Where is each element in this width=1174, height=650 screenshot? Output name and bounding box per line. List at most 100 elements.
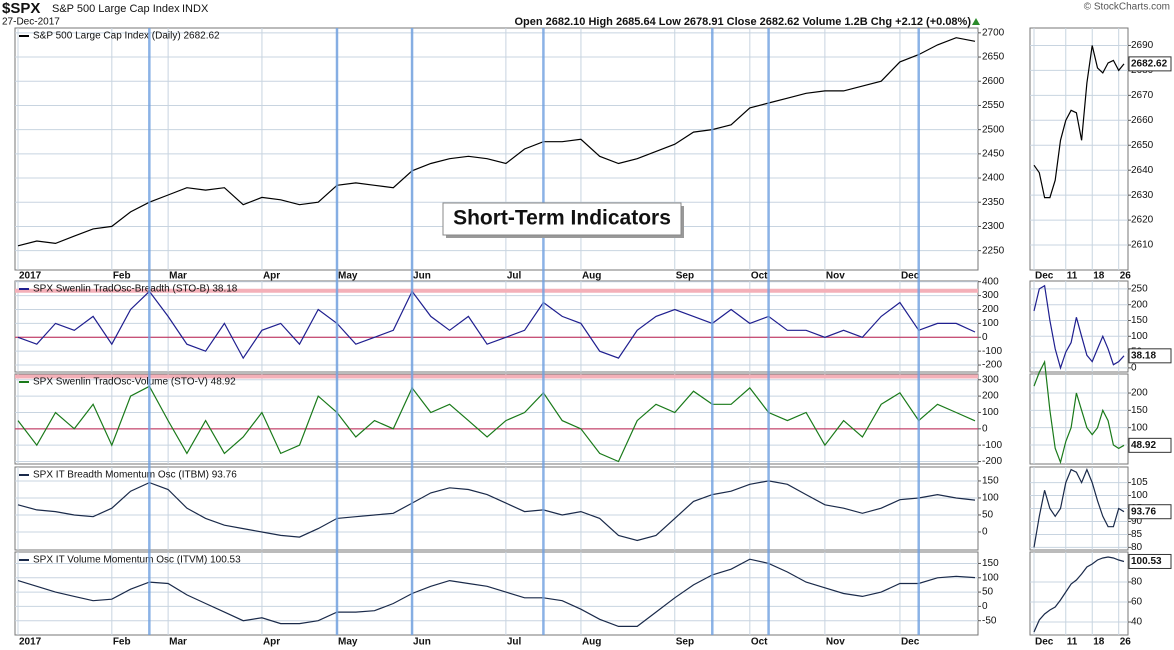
- series-line: [17, 558, 976, 627]
- y-tick-label: 2670: [1131, 90, 1154, 101]
- symbol: $SPX: [2, 0, 40, 17]
- y-tick-label: 60: [1131, 597, 1143, 608]
- series-line: [1033, 556, 1125, 633]
- last-value-label: 100.53: [1131, 556, 1162, 567]
- y-tick-label: 2500: [982, 124, 1005, 135]
- panel-frame: [14, 373, 979, 465]
- credit: © StockCharts.com: [1084, 2, 1170, 13]
- y-tick-label: 2300: [982, 221, 1005, 232]
- x-tick-label: Dec: [901, 637, 920, 648]
- y-tick-label: 0: [982, 527, 988, 538]
- up-arrow: [972, 18, 980, 25]
- panel-frame: [1029, 27, 1129, 271]
- y-tick-label: 2450: [982, 148, 1005, 159]
- y-tick-label: 2350: [982, 197, 1005, 208]
- x-tick-label: Feb: [113, 637, 131, 648]
- y-tick-label: 100: [982, 407, 999, 418]
- y-tick-label: 105: [1131, 477, 1148, 488]
- x-tick-label: Jun: [413, 637, 431, 648]
- x-tick-label: Dec: [1035, 637, 1054, 648]
- y-tick-label: 2660: [1131, 115, 1154, 126]
- x-tick-label: Nov: [826, 271, 845, 282]
- y-tick-label: 0: [982, 332, 988, 343]
- annotation-box: [442, 202, 682, 236]
- y-tick-label: 100: [1131, 331, 1148, 342]
- y-tick-label: 150: [982, 476, 999, 487]
- x-tick-label: Apr: [263, 637, 280, 648]
- x-tick-label: Dec: [1035, 271, 1054, 282]
- y-tick-label: 250: [1131, 284, 1148, 295]
- x-tick-label: 18: [1093, 271, 1105, 282]
- y-tick-label: 100: [1131, 490, 1148, 501]
- y-tick-label: -100: [982, 440, 1002, 451]
- y-tick-label: 80: [1131, 577, 1143, 588]
- panel-title: SPX IT Volume Momentum Osc (ITVM) 100.53: [33, 555, 241, 566]
- y-tick-label: 2650: [982, 52, 1005, 63]
- y-tick-label: 0: [982, 601, 988, 612]
- y-tick-label: -200: [982, 360, 1002, 371]
- x-tick-label: Aug: [582, 637, 601, 648]
- y-tick-label: 300: [982, 374, 999, 385]
- series-line: [17, 385, 976, 463]
- x-tick-label: 18: [1093, 637, 1105, 648]
- panel-title: S&P 500 Large Cap Index (Daily) 2682.62: [33, 31, 220, 42]
- x-tick-label: Mar: [169, 637, 187, 648]
- y-tick-label: 150: [982, 558, 999, 569]
- y-tick-label: 2620: [1131, 215, 1154, 226]
- y-tick-label: 90: [1131, 516, 1143, 527]
- x-tick-label: 26: [1120, 271, 1132, 282]
- y-tick-label: 400: [982, 276, 999, 287]
- y-tick-label: 200: [1131, 299, 1148, 310]
- y-tick-label: 40: [1131, 617, 1143, 628]
- y-tick-label: 100: [1131, 422, 1148, 433]
- y-tick-label: 150: [1131, 405, 1148, 416]
- series-line: [17, 37, 976, 247]
- y-tick-label: 2610: [1131, 240, 1154, 251]
- panel-frame: [1029, 551, 1129, 636]
- x-tick-label: Jul: [507, 637, 522, 648]
- y-tick-label: -50: [982, 615, 997, 626]
- series-line: [17, 290, 976, 360]
- x-tick-label: 2017: [19, 271, 42, 282]
- x-tick-label: Oct: [751, 637, 768, 648]
- series-line: [1033, 284, 1125, 370]
- last-value-box: [1128, 504, 1172, 520]
- x-tick-label: Oct: [751, 271, 768, 282]
- x-tick-label: Mar: [169, 271, 187, 282]
- y-tick-label: 50: [982, 510, 994, 521]
- panel-title: SPX IT Breadth Momentum Osc (ITBM) 93.76: [33, 470, 237, 481]
- quote: Open 2682.10 High 2685.64 Low 2678.91 Cl…: [514, 16, 971, 28]
- y-tick-label: 2600: [982, 76, 1005, 87]
- y-tick-label: 200: [982, 391, 999, 402]
- last-value-label: 2682.62: [1131, 59, 1168, 70]
- y-tick-label: 100: [982, 318, 999, 329]
- series-line: [1033, 45, 1125, 199]
- last-value-box: [1128, 348, 1172, 364]
- y-tick-label: 2400: [982, 173, 1005, 184]
- x-tick-label: Jul: [507, 271, 522, 282]
- x-tick-label: 2017: [19, 637, 42, 648]
- y-tick-label: -100: [982, 346, 1002, 357]
- y-tick-label: 2550: [982, 100, 1005, 111]
- x-tick-label: Sep: [676, 637, 694, 648]
- last-value-label: 48.92: [1131, 440, 1156, 451]
- x-tick-label: Dec: [901, 271, 920, 282]
- y-tick-label: 2640: [1131, 165, 1154, 176]
- y-tick-label: 100: [982, 572, 999, 583]
- x-tick-label: May: [338, 637, 358, 648]
- panel-title: SPX Swenlin TradOsc-Breadth (STO-B) 38.1…: [33, 284, 238, 295]
- y-tick-label: 150: [1131, 315, 1148, 326]
- last-value-box: [1128, 56, 1172, 72]
- y-tick-label: 100: [982, 493, 999, 504]
- panel-frame: [1029, 373, 1129, 465]
- x-tick-label: Sep: [676, 271, 694, 282]
- x-tick-label: May: [338, 271, 358, 282]
- y-tick-label: 80: [1131, 542, 1143, 553]
- y-tick-label: 0: [982, 423, 988, 434]
- last-value-label: 38.18: [1131, 350, 1156, 361]
- annotation: Short-Term Indicators: [453, 207, 671, 230]
- y-tick-label: 2250: [982, 245, 1005, 256]
- last-value-label: 93.76: [1131, 506, 1156, 517]
- x-tick-label: Aug: [582, 271, 601, 282]
